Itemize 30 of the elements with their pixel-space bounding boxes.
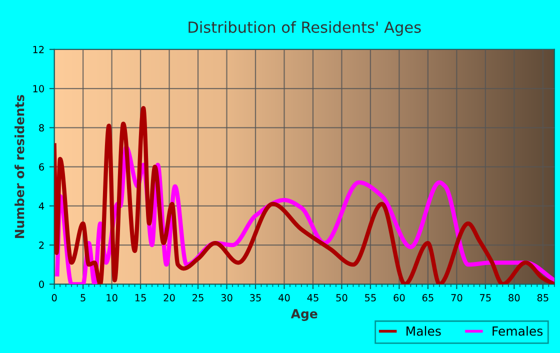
y-tick-label: 4: [38, 202, 44, 210]
x-tick-label: 65: [422, 294, 434, 302]
x-tick-label: 15: [135, 294, 146, 302]
legend-label: Females: [492, 326, 543, 336]
x-tick-label: 20: [164, 294, 175, 302]
x-tick-label: 55: [365, 294, 376, 302]
x-tick-label: 75: [480, 294, 491, 302]
y-tick-label: 0: [39, 280, 44, 288]
x-tick-label: 30: [221, 294, 232, 302]
chart-title: Distribution of Residents' Ages: [188, 21, 421, 36]
y-tick-label: 6: [39, 163, 44, 171]
x-tick-label: 5: [80, 294, 86, 302]
x-tick-label: 10: [106, 294, 118, 302]
y-axis-title: Number of residents: [14, 94, 24, 238]
x-tick-label: 80: [508, 294, 520, 302]
x-tick-label: 35: [250, 294, 261, 302]
x-tick-label: 85: [537, 294, 548, 302]
x-tick-label: 0: [52, 294, 57, 302]
y-tick-label: 10: [33, 85, 44, 92]
x-tick-label: 45: [307, 294, 318, 302]
legend-label: Males: [406, 326, 441, 336]
x-tick-label: 70: [451, 294, 462, 302]
y-tick-label: 12: [33, 46, 44, 54]
x-tick-label: 25: [192, 294, 204, 302]
y-tick-label: 8: [39, 124, 44, 132]
x-tick-label: 60: [394, 294, 405, 302]
x-tick-label: 50: [336, 294, 348, 302]
x-tick-label: 40: [278, 294, 290, 302]
x-axis-title: Age: [290, 309, 318, 321]
y-tick-label: 2: [39, 242, 44, 249]
